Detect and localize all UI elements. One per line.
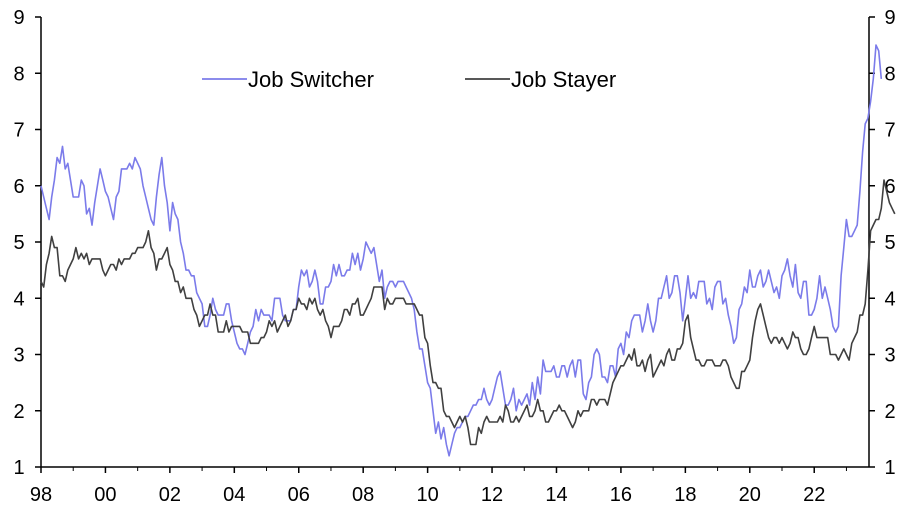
- axis-ticks: 1 12 23 34 45 56 67 78 89 998 00 02 04 06 08 10 12 14 16 18…: [13, 7, 895, 506]
- axes: [40, 17, 870, 468]
- right-y-tick-label: 1: [884, 457, 895, 479]
- x-tick-label: 20: [739, 484, 761, 506]
- left-y-tick-label: 2: [13, 401, 24, 423]
- legend-label-job-stayer: Job Stayer: [511, 67, 616, 92]
- left-y-tick-label: 3: [13, 345, 24, 367]
- left-y-tick-label: 8: [13, 63, 24, 85]
- left-y-tick-label: 6: [13, 176, 24, 198]
- right-y-tick-label: 6: [884, 176, 895, 198]
- x-tick-label: 06: [288, 484, 310, 506]
- left-y-tick-label: 4: [13, 288, 24, 310]
- legend-item-job-switcher: Job Switcher: [202, 67, 374, 92]
- series-line-job-stayer: [40, 179, 896, 446]
- x-tick-label: 22: [803, 484, 825, 506]
- right-y-tick-label: 7: [884, 120, 895, 142]
- legend-item-job-stayer: Job Stayer: [465, 67, 616, 92]
- x-tick-label: 00: [94, 484, 116, 506]
- legend-label-job-switcher: Job Switcher: [248, 67, 374, 92]
- x-tick-label: 10: [416, 484, 438, 506]
- right-y-tick-label: 3: [884, 345, 895, 367]
- legend: Job Switcher Job Stayer: [202, 67, 616, 92]
- x-tick-label: 12: [481, 484, 503, 506]
- right-y-tick-label: 8: [884, 63, 895, 85]
- left-y-tick-label: 9: [13, 7, 24, 29]
- right-y-tick-label: 4: [884, 288, 895, 310]
- x-tick-label: 04: [223, 484, 245, 506]
- x-tick-label: 02: [159, 484, 181, 506]
- left-y-tick-label: 5: [13, 232, 24, 254]
- series-layer: [40, 44, 896, 457]
- x-tick-label: 98: [30, 484, 52, 506]
- right-y-tick-label: 2: [884, 401, 895, 423]
- left-y-tick-label: 7: [13, 120, 24, 142]
- x-tick-label: 16: [610, 484, 632, 506]
- series-line-job-switcher: [40, 44, 883, 457]
- x-tick-label: 14: [545, 484, 567, 506]
- x-tick-label: 18: [674, 484, 696, 506]
- left-y-tick-label: 1: [13, 457, 24, 479]
- right-y-tick-label: 9: [884, 7, 895, 29]
- x-tick-label: 08: [352, 484, 374, 506]
- right-y-tick-label: 5: [884, 232, 895, 254]
